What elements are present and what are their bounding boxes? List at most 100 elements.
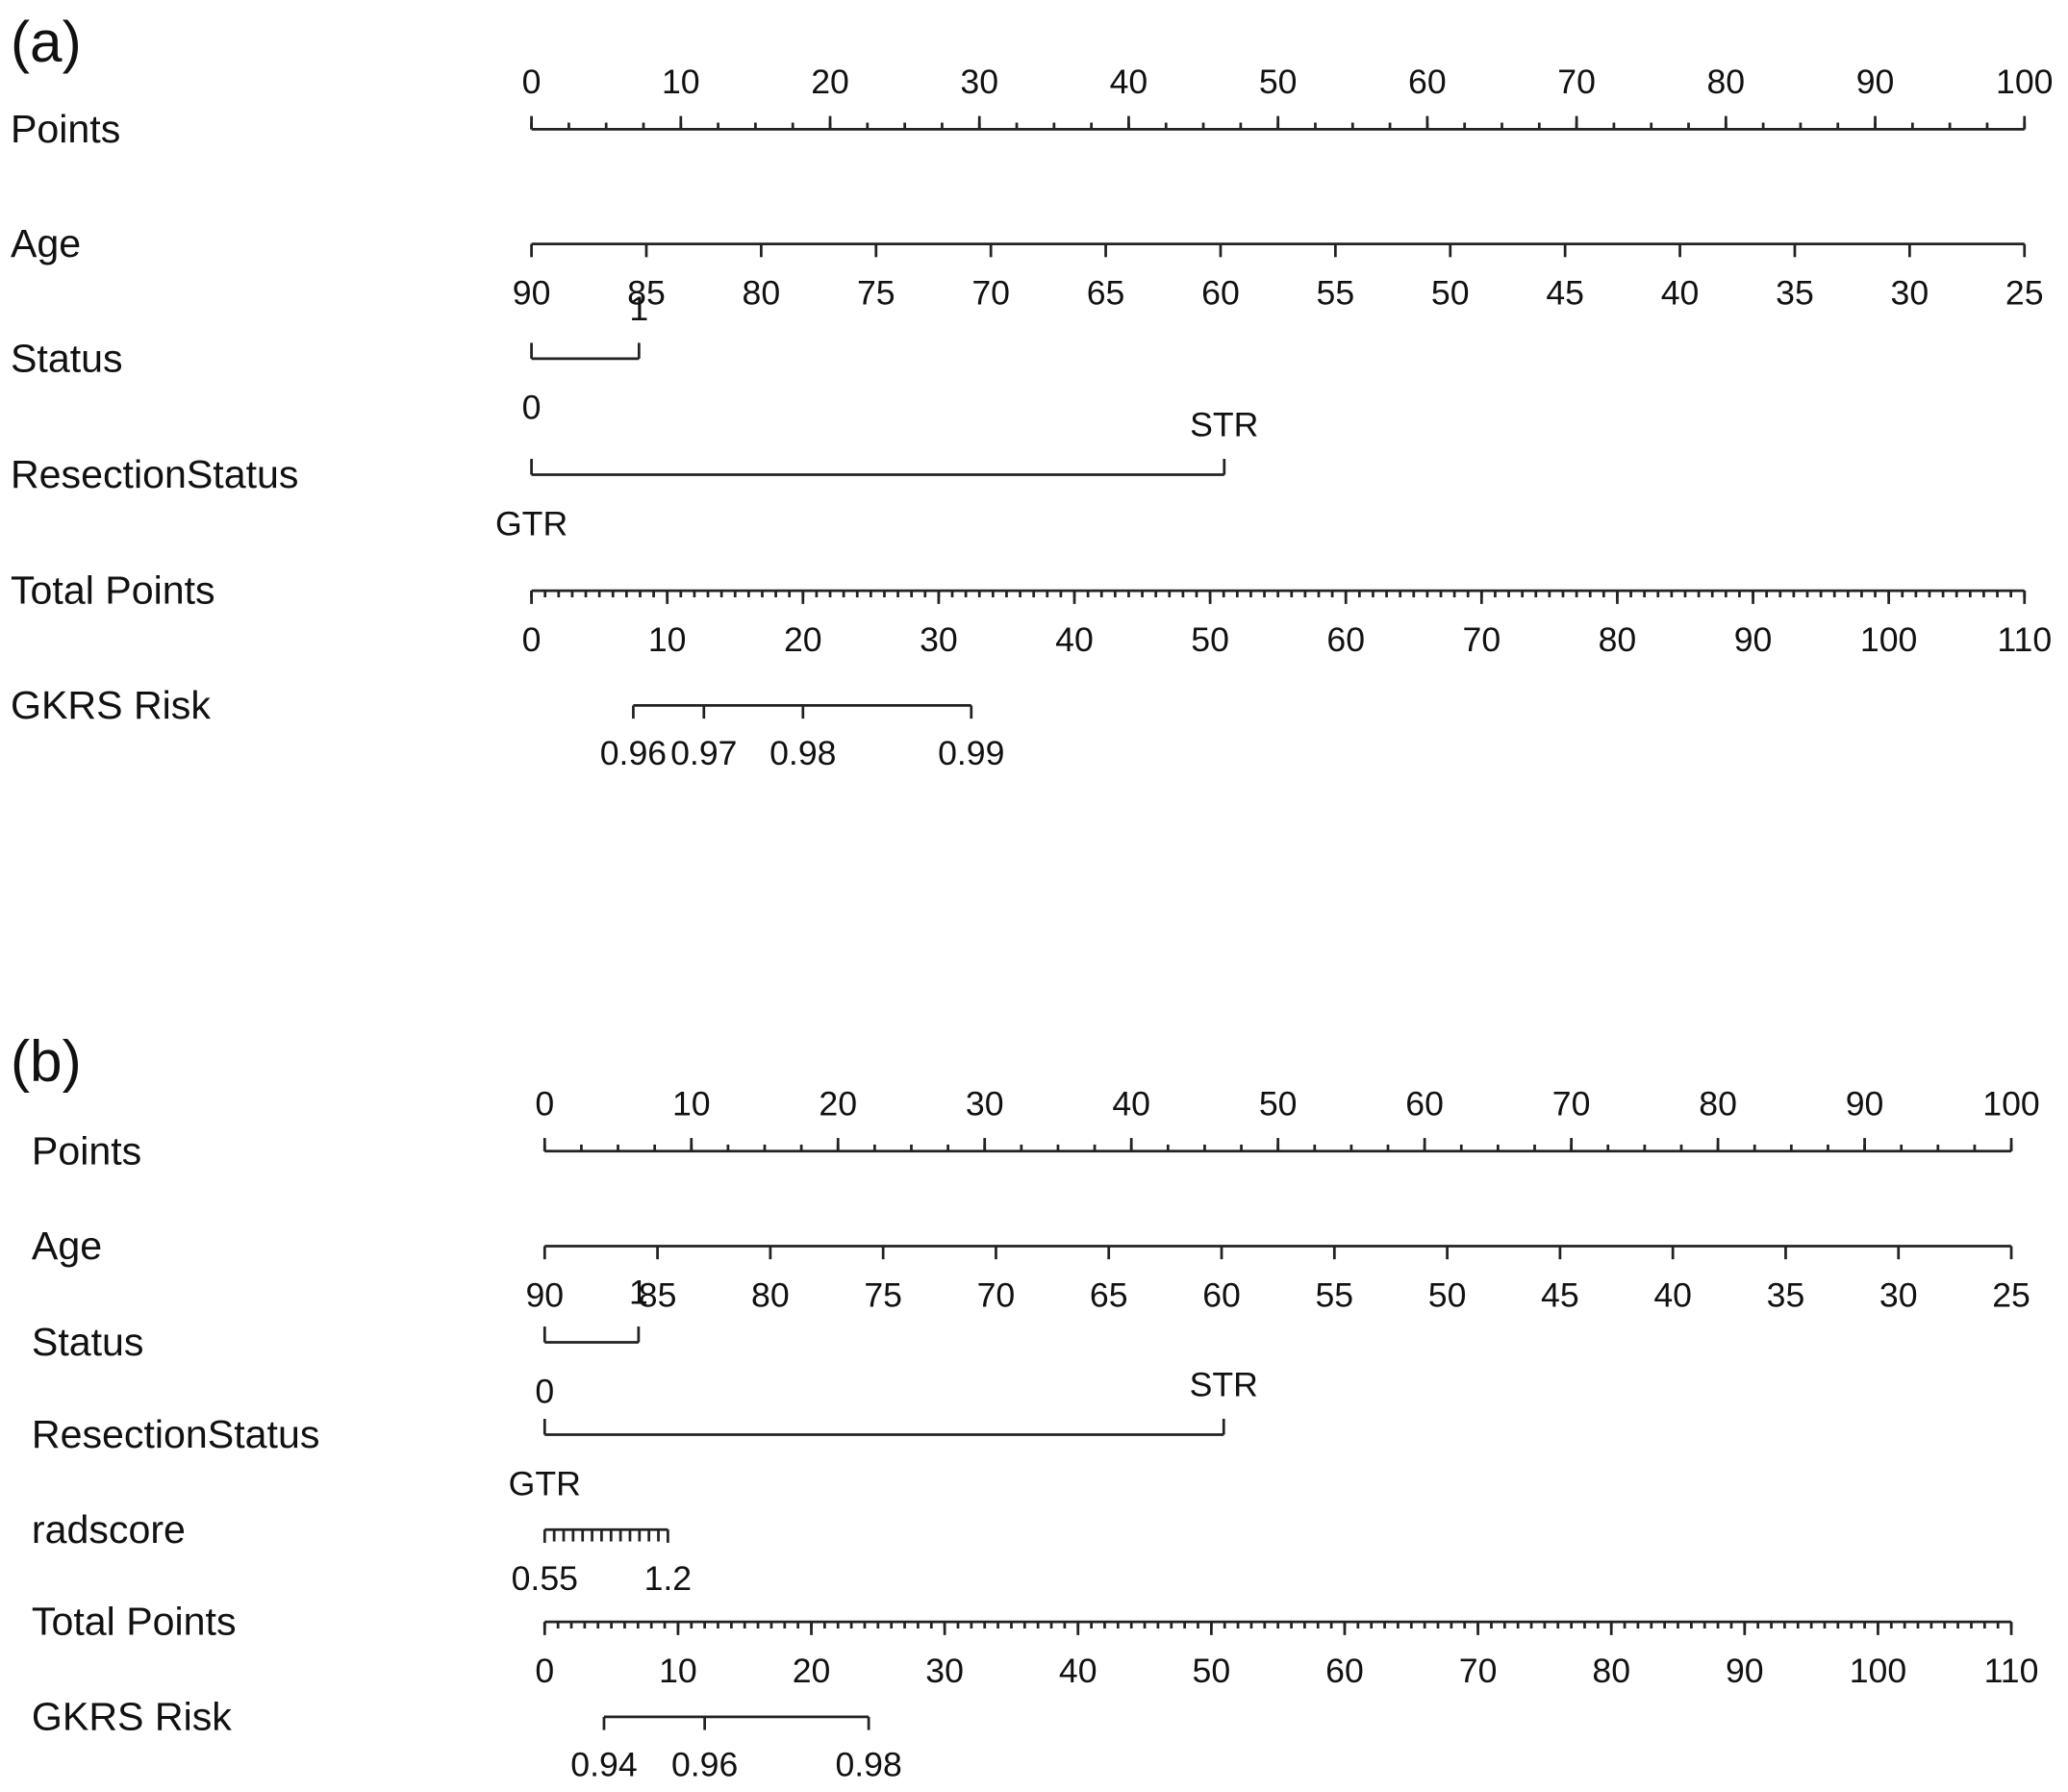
tick-label: 10 bbox=[672, 1085, 711, 1123]
tick-label: 10 bbox=[659, 1652, 697, 1690]
tick-label: 70 bbox=[1459, 1652, 1498, 1690]
tick-label: 30 bbox=[960, 63, 998, 101]
tick-label: STR bbox=[1190, 406, 1258, 444]
tick-label: 0.96 bbox=[600, 734, 667, 772]
row-label: Status bbox=[11, 336, 123, 380]
row-label: GKRS Risk bbox=[11, 683, 211, 727]
tick-label: 50 bbox=[1259, 1085, 1298, 1123]
tick-label: 80 bbox=[1592, 1652, 1630, 1690]
tick-label: 80 bbox=[751, 1275, 790, 1314]
tick-label: 20 bbox=[793, 1652, 831, 1690]
row-label: Age bbox=[11, 221, 81, 265]
tick-label: 30 bbox=[925, 1652, 964, 1690]
row-label: Points bbox=[32, 1128, 141, 1173]
tick-label: 60 bbox=[1325, 1652, 1364, 1690]
tick-label: 0.99 bbox=[938, 734, 1004, 772]
tick-label: 90 bbox=[513, 273, 551, 312]
row-label: Total Points bbox=[11, 568, 215, 613]
tick-label: 65 bbox=[1090, 1275, 1128, 1314]
tick-label: 10 bbox=[648, 620, 687, 659]
tick-label: GTR bbox=[495, 504, 567, 543]
row-label: Points bbox=[11, 107, 120, 151]
tick-label: 90 bbox=[1734, 620, 1773, 659]
tick-label: 60 bbox=[1408, 63, 1447, 101]
tick-label: 70 bbox=[977, 1275, 1016, 1314]
tick-label: 0.55 bbox=[512, 1559, 578, 1598]
tick-label: 75 bbox=[857, 273, 895, 312]
tick-label: 0 bbox=[535, 1652, 554, 1690]
tick-label: 80 bbox=[1706, 63, 1745, 101]
tick-label: 70 bbox=[971, 273, 1010, 312]
tick-label: 0.98 bbox=[835, 1745, 901, 1783]
tick-label: 65 bbox=[1087, 273, 1125, 312]
tick-label: 0 bbox=[522, 63, 542, 101]
tick-label: STR bbox=[1190, 1366, 1258, 1404]
tick-label: 80 bbox=[743, 273, 781, 312]
tick-label: 45 bbox=[1546, 273, 1584, 312]
panel-label: (a) bbox=[11, 9, 82, 74]
tick-label: 40 bbox=[1055, 620, 1094, 659]
tick-label: 40 bbox=[1661, 273, 1700, 312]
row-label: ResectionStatus bbox=[32, 1412, 320, 1456]
tick-label: 90 bbox=[1846, 1085, 1884, 1123]
row-label: radscore bbox=[32, 1507, 186, 1552]
tick-label: 70 bbox=[1463, 620, 1501, 659]
tick-label: 100 bbox=[1996, 63, 2053, 101]
tick-label: 30 bbox=[1891, 273, 1929, 312]
tick-label: 40 bbox=[1110, 63, 1148, 101]
tick-label: 70 bbox=[1557, 63, 1596, 101]
tick-label: 50 bbox=[1428, 1275, 1467, 1314]
tick-label: 90 bbox=[1726, 1652, 1764, 1690]
tick-label: 50 bbox=[1431, 273, 1470, 312]
tick-label: 0 bbox=[522, 620, 542, 659]
tick-label: 30 bbox=[1879, 1275, 1918, 1314]
panel-label: (b) bbox=[11, 1028, 82, 1094]
tick-label: 40 bbox=[1059, 1652, 1097, 1690]
tick-label: 80 bbox=[1699, 1085, 1737, 1123]
tick-label: 90 bbox=[1856, 63, 1895, 101]
tick-label: 20 bbox=[819, 1085, 857, 1123]
tick-label: 85 bbox=[627, 273, 666, 312]
tick-label: 60 bbox=[1326, 620, 1365, 659]
tick-label: 60 bbox=[1201, 273, 1240, 312]
tick-label: 75 bbox=[864, 1275, 902, 1314]
tick-label: 0.94 bbox=[570, 1745, 637, 1783]
tick-label: 30 bbox=[966, 1085, 1004, 1123]
tick-label: 35 bbox=[1767, 1275, 1805, 1314]
row-label: ResectionStatus bbox=[11, 452, 299, 496]
tick-label: 30 bbox=[920, 620, 958, 659]
row-label: GKRS Risk bbox=[32, 1694, 232, 1738]
tick-label: GTR bbox=[509, 1464, 581, 1502]
tick-label: 40 bbox=[1653, 1275, 1692, 1314]
tick-label: 20 bbox=[811, 63, 849, 101]
tick-label: 55 bbox=[1315, 1275, 1353, 1314]
tick-label: 0.98 bbox=[769, 734, 836, 772]
tick-label: 110 bbox=[1997, 620, 2052, 659]
tick-label: 50 bbox=[1259, 63, 1298, 101]
tick-label: 50 bbox=[1193, 1652, 1231, 1690]
tick-label: 1.2 bbox=[644, 1559, 693, 1598]
tick-label: 90 bbox=[525, 1275, 564, 1314]
tick-label: 40 bbox=[1112, 1085, 1150, 1123]
row-label: Total Points bbox=[32, 1600, 237, 1644]
tick-label: 0 bbox=[522, 389, 542, 427]
tick-label: 25 bbox=[1992, 1275, 2030, 1314]
row-label: Age bbox=[32, 1224, 102, 1268]
tick-label: 20 bbox=[784, 620, 822, 659]
tick-label: 0 bbox=[535, 1085, 554, 1123]
tick-label: 60 bbox=[1405, 1085, 1444, 1123]
tick-label: 35 bbox=[1776, 273, 1814, 312]
tick-label: 45 bbox=[1541, 1275, 1579, 1314]
tick-label: 10 bbox=[662, 63, 700, 101]
tick-label: 55 bbox=[1317, 273, 1355, 312]
tick-label: 80 bbox=[1599, 620, 1637, 659]
tick-label: 25 bbox=[2005, 273, 2044, 312]
tick-label: 60 bbox=[1202, 1275, 1241, 1314]
tick-label: 1 bbox=[629, 290, 648, 328]
row-label: Status bbox=[32, 1320, 144, 1364]
tick-label: 0 bbox=[535, 1372, 554, 1410]
tick-label: 110 bbox=[1984, 1652, 2039, 1690]
tick-label: 100 bbox=[1860, 620, 1917, 659]
tick-label: 0.97 bbox=[670, 734, 737, 772]
